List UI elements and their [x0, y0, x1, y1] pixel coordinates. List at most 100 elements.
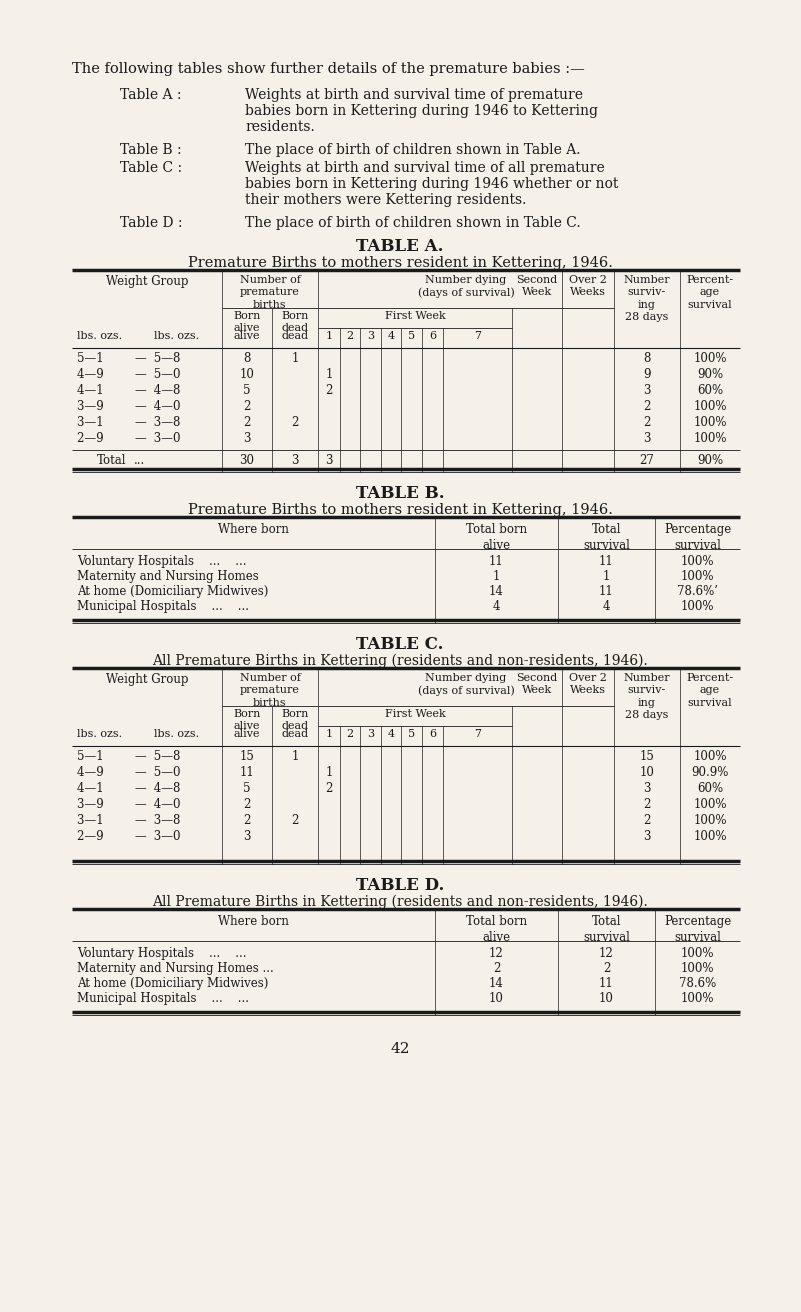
Text: lbs. ozs.: lbs. ozs. [77, 729, 122, 739]
Text: 3: 3 [292, 454, 299, 467]
Text: Total born
alive: Total born alive [466, 523, 527, 552]
Text: Number dying
(days of survival): Number dying (days of survival) [417, 673, 514, 697]
Text: Premature Births to mothers resident in Kettering, 1946.: Premature Births to mothers resident in … [187, 256, 613, 270]
Text: Table D :: Table D : [120, 216, 183, 230]
Text: Second
Week: Second Week [517, 673, 557, 695]
Text: 4—0: 4—0 [150, 798, 180, 811]
Text: 10: 10 [599, 992, 614, 1005]
Text: At home (Domiciliary Midwives): At home (Domiciliary Midwives) [77, 977, 268, 991]
Text: 2: 2 [603, 962, 610, 975]
Text: 15: 15 [639, 750, 654, 764]
Text: 5—1: 5—1 [77, 750, 107, 764]
Text: 1: 1 [292, 352, 299, 365]
Text: Percentage
survival: Percentage survival [664, 914, 731, 945]
Text: 2: 2 [325, 384, 332, 398]
Text: Number of
premature
births: Number of premature births [239, 276, 300, 310]
Text: 1: 1 [325, 331, 332, 341]
Text: —: — [134, 782, 146, 795]
Text: 3—9: 3—9 [77, 798, 107, 811]
Text: 5: 5 [244, 782, 251, 795]
Text: 12: 12 [599, 947, 614, 960]
Text: Over 2
Weeks: Over 2 Weeks [569, 276, 607, 298]
Text: 2: 2 [643, 416, 650, 429]
Text: TABLE A.: TABLE A. [356, 237, 444, 255]
Text: 11: 11 [599, 977, 614, 991]
Text: 14: 14 [489, 977, 504, 991]
Text: 8: 8 [643, 352, 650, 365]
Text: —: — [134, 367, 146, 380]
Text: 4—0: 4—0 [150, 400, 180, 413]
Text: —: — [134, 432, 146, 445]
Text: 27: 27 [639, 454, 654, 467]
Text: 1: 1 [292, 750, 299, 764]
Text: 4—9: 4—9 [77, 367, 107, 380]
Text: 3—0: 3—0 [150, 432, 180, 445]
Text: 3—0: 3—0 [150, 830, 180, 844]
Text: Weights at birth and survival time of premature: Weights at birth and survival time of pr… [245, 88, 583, 102]
Text: 100%: 100% [693, 798, 727, 811]
Text: 5: 5 [408, 729, 415, 739]
Text: dead: dead [281, 729, 308, 739]
Text: First Week: First Week [384, 708, 445, 719]
Text: —: — [134, 416, 146, 429]
Text: Premature Births to mothers resident in Kettering, 1946.: Premature Births to mothers resident in … [187, 502, 613, 517]
Text: 90%: 90% [697, 367, 723, 380]
Text: 3: 3 [643, 432, 650, 445]
Text: Maternity and Nursing Homes ...: Maternity and Nursing Homes ... [77, 962, 274, 975]
Text: —: — [134, 400, 146, 413]
Text: First Week: First Week [384, 311, 445, 321]
Text: 3: 3 [244, 830, 251, 844]
Text: Where born: Where born [218, 914, 289, 928]
Text: 90%: 90% [697, 454, 723, 467]
Text: 60%: 60% [697, 782, 723, 795]
Text: TABLE C.: TABLE C. [356, 636, 444, 653]
Text: 2—9: 2—9 [77, 830, 107, 844]
Text: 100%: 100% [681, 962, 714, 975]
Text: 100%: 100% [681, 600, 714, 613]
Text: 5—8: 5—8 [150, 352, 180, 365]
Text: 3: 3 [325, 454, 332, 467]
Text: 3—8: 3—8 [150, 416, 180, 429]
Text: Where born: Where born [218, 523, 289, 537]
Text: 100%: 100% [693, 813, 727, 827]
Text: Number
surviv-
ing
28 days: Number surviv- ing 28 days [624, 276, 670, 323]
Text: 3: 3 [643, 384, 650, 398]
Text: 4—8: 4—8 [150, 782, 180, 795]
Text: Born
dead: Born dead [281, 311, 308, 333]
Text: Total
survival: Total survival [583, 523, 630, 552]
Text: The place of birth of children shown in Table A.: The place of birth of children shown in … [245, 143, 581, 157]
Text: 7: 7 [474, 331, 481, 341]
Text: Born
dead: Born dead [281, 708, 308, 731]
Text: dead: dead [281, 331, 308, 341]
Text: 4: 4 [388, 729, 395, 739]
Text: residents.: residents. [245, 119, 315, 134]
Text: 100%: 100% [693, 400, 727, 413]
Text: Percent-
age
survival: Percent- age survival [686, 276, 734, 310]
Text: babies born in Kettering during 1946 whether or not: babies born in Kettering during 1946 whe… [245, 177, 618, 192]
Text: 3: 3 [367, 729, 374, 739]
Text: 9: 9 [643, 367, 650, 380]
Text: 5—1: 5—1 [77, 352, 107, 365]
Text: Voluntary Hospitals    ...    ...: Voluntary Hospitals ... ... [77, 555, 247, 568]
Text: 4—9: 4—9 [77, 766, 107, 779]
Text: 2: 2 [643, 798, 650, 811]
Text: alive: alive [234, 729, 260, 739]
Text: —: — [134, 384, 146, 398]
Text: —: — [134, 352, 146, 365]
Text: 10: 10 [489, 992, 504, 1005]
Text: 1: 1 [325, 766, 332, 779]
Text: Municipal Hospitals    ...    ...: Municipal Hospitals ... ... [77, 992, 249, 1005]
Text: Over 2
Weeks: Over 2 Weeks [569, 673, 607, 695]
Text: 2: 2 [244, 416, 251, 429]
Text: lbs. ozs.: lbs. ozs. [154, 331, 199, 341]
Text: 7: 7 [474, 729, 481, 739]
Text: Weight Group: Weight Group [106, 673, 188, 686]
Text: All Premature Births in Kettering (residents and non-residents, 1946).: All Premature Births in Kettering (resid… [152, 895, 648, 909]
Text: 6: 6 [429, 729, 436, 739]
Text: Table A :: Table A : [120, 88, 182, 102]
Text: 5—8: 5—8 [150, 750, 180, 764]
Text: 10: 10 [239, 367, 255, 380]
Text: 11: 11 [489, 555, 504, 568]
Text: Percentage
survival: Percentage survival [664, 523, 731, 552]
Text: 100%: 100% [693, 416, 727, 429]
